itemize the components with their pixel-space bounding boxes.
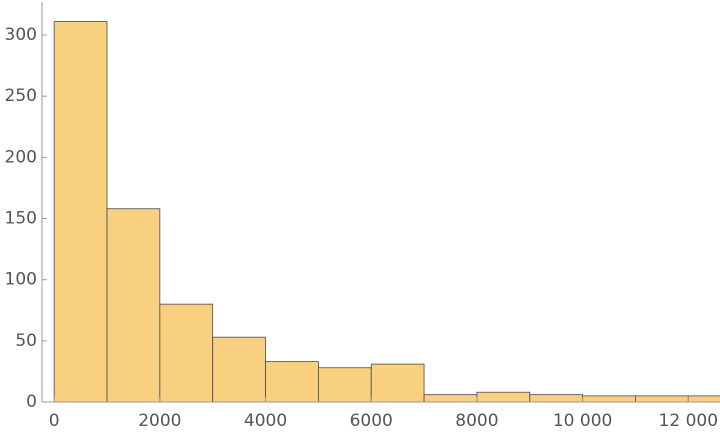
x-tick-label: 2000 [138,411,181,431]
bar [265,361,319,403]
bar [212,336,266,403]
bar [687,395,720,403]
bar [159,303,214,403]
y-tick-label: 250 [5,86,37,106]
bar [476,391,531,403]
bars [53,21,720,403]
x-tick-label: 6000 [350,411,393,431]
x-tick-label: 10 000 [553,411,612,431]
bar [635,395,689,403]
bar [582,395,636,403]
y-tick-label: 200 [5,147,37,167]
bar [317,367,372,403]
bar [423,394,478,403]
bar [106,208,161,403]
bar [370,363,425,403]
x-tick-label: 4000 [244,411,287,431]
y-tick-label: 150 [5,209,37,229]
y-tick-label: 100 [5,270,37,290]
bar [529,394,584,403]
y-tick-label: 300 [5,25,37,45]
x-tick-label: 12 000 [659,411,718,431]
y-tick-label: 0 [26,392,37,412]
x-tick-label: 8000 [455,411,498,431]
bar [53,21,108,403]
y-tick-label: 50 [15,331,37,351]
x-tick-label: 0 [49,411,60,431]
